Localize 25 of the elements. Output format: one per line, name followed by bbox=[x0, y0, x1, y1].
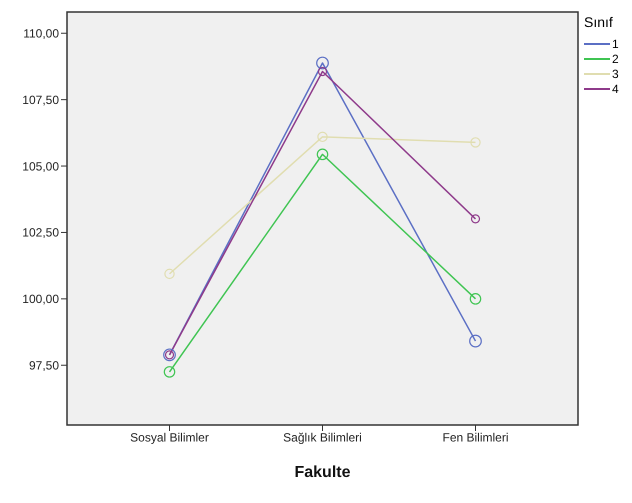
point bbox=[317, 132, 328, 142]
y-tick-label: 97,50 bbox=[28, 358, 60, 372]
point bbox=[470, 293, 482, 305]
x-tick-label: Sosyal Bilimler bbox=[130, 430, 209, 445]
point bbox=[469, 334, 482, 348]
point bbox=[164, 268, 175, 280]
point bbox=[316, 56, 329, 70]
legend-label: 2 bbox=[612, 52, 619, 66]
y-tick-label: 107,50 bbox=[22, 92, 60, 107]
y-tick-label: 105,00 bbox=[22, 159, 60, 174]
legend-title: Sınıf bbox=[584, 14, 614, 30]
y-tick-label: 100,00 bbox=[22, 292, 60, 306]
point bbox=[470, 137, 481, 148]
point bbox=[318, 66, 328, 76]
legend-label: 1 bbox=[612, 36, 619, 50]
legend-label: 3 bbox=[612, 66, 619, 80]
legend-label: 4 bbox=[612, 82, 619, 96]
point bbox=[316, 148, 328, 160]
x-tick-label: Sağlık Bilimleri bbox=[283, 430, 362, 445]
point bbox=[470, 214, 480, 224]
y-tick-label: 102,50 bbox=[22, 226, 60, 240]
y-tick-label: 110,00 bbox=[23, 26, 60, 41]
x-tick-label: Fen Bilimleri bbox=[442, 430, 508, 445]
point bbox=[164, 366, 176, 378]
x-axis-title: Fakulte bbox=[294, 464, 351, 481]
